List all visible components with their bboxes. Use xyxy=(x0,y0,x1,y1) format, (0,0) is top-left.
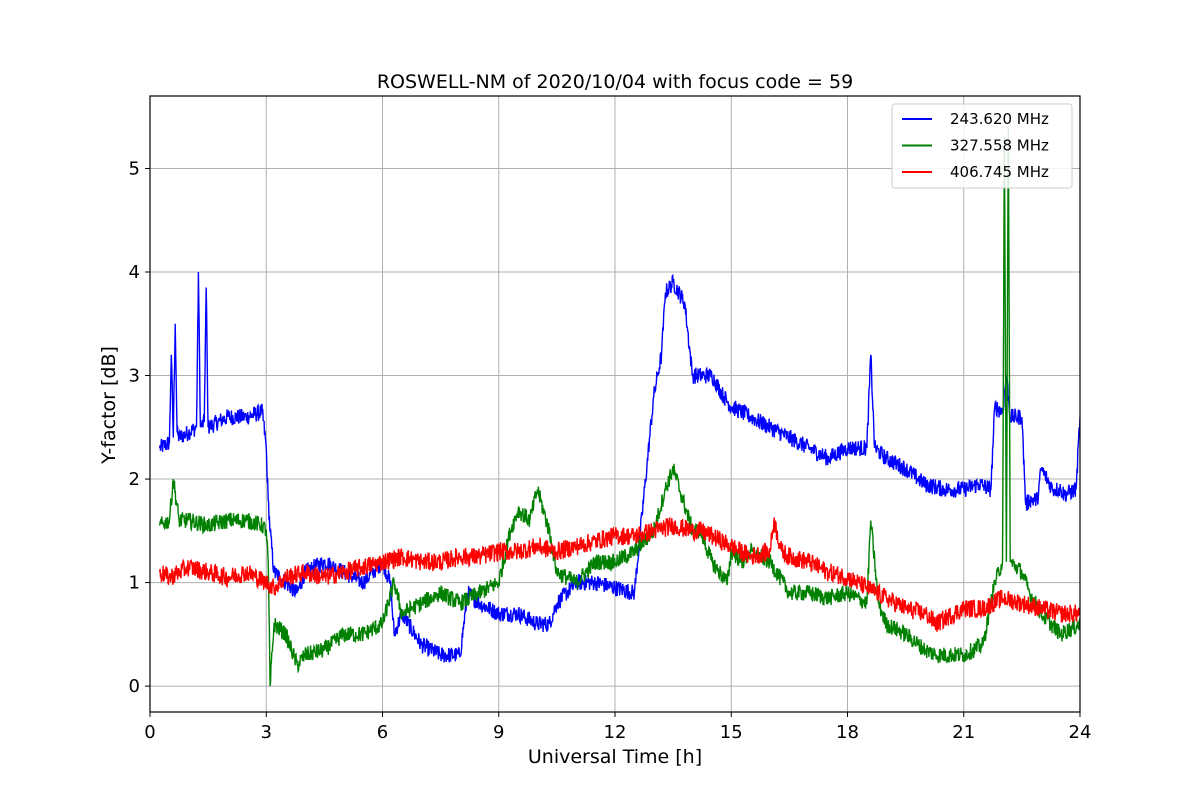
y-tick-label: 4 xyxy=(129,262,140,283)
x-tick-label: 3 xyxy=(261,722,272,743)
x-tick-label: 24 xyxy=(1069,722,1092,743)
legend-label: 243.620 MHz xyxy=(950,110,1049,128)
series-line-3 xyxy=(159,516,1080,632)
legend-box xyxy=(891,103,1073,189)
x-tick-label: 9 xyxy=(493,722,504,743)
y-tick-label: 2 xyxy=(129,469,140,490)
plot-area xyxy=(159,127,1080,687)
y-tick-label: 3 xyxy=(129,366,140,387)
legend: 243.620 MHz 327.558 MHz 406.745 MHz xyxy=(891,103,1073,189)
x-tick-label: 18 xyxy=(836,722,859,743)
y-tick-label: 1 xyxy=(129,573,140,594)
x-tick-label: 21 xyxy=(952,722,975,743)
x-axis: 0 3 6 9 12 15 18 21 24 xyxy=(144,712,1091,743)
x-tick-label: 6 xyxy=(377,722,388,743)
legend-label: 406.745 MHz xyxy=(950,163,1049,181)
series-line-2 xyxy=(159,127,1080,687)
x-tick-label: 0 xyxy=(144,722,155,743)
y-tick-label: 5 xyxy=(129,158,140,179)
y-axis-label: Y-factor [dB] xyxy=(98,346,120,465)
grid xyxy=(149,96,1081,712)
legend-label: 327.558 MHz xyxy=(950,137,1049,155)
x-tick-label: 15 xyxy=(720,722,743,743)
series-line-1 xyxy=(159,271,1080,663)
y-axis: 0 1 2 3 4 5 xyxy=(129,158,150,697)
y-tick-label: 0 xyxy=(129,676,140,697)
x-axis-label: Universal Time [h] xyxy=(528,746,702,768)
x-tick-label: 12 xyxy=(604,722,627,743)
chart-title: ROSWELL-NM of 2020/10/04 with focus code… xyxy=(377,71,853,93)
